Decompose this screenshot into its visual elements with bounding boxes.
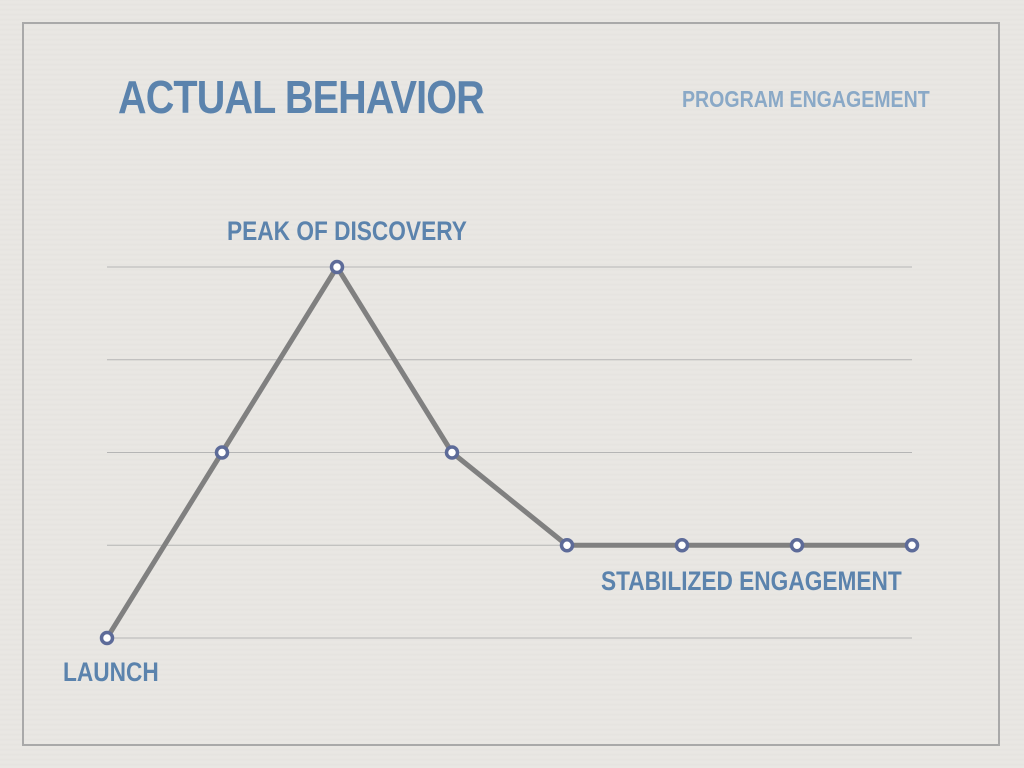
series-polyline <box>104 264 912 640</box>
slide-subtitle: PROGRAM ENGAGEMENT <box>682 86 930 112</box>
annotation-launch: LAUNCH <box>63 657 159 687</box>
series-line <box>104 264 912 640</box>
data-point-marker <box>444 445 460 460</box>
data-point-marker <box>99 630 115 646</box>
slide-frame <box>22 22 1000 746</box>
data-point-marker <box>559 538 575 553</box>
annotation-stabilized-engagement: STABILIZED ENGAGEMENT <box>601 566 902 596</box>
data-markers <box>99 259 920 646</box>
data-point-marker <box>904 538 920 553</box>
data-point-marker <box>214 445 230 460</box>
data-point-marker <box>674 538 690 553</box>
annotation-peak-of-discovery: PEAK OF DISCOVERY <box>227 216 467 246</box>
data-point-marker <box>789 538 805 553</box>
slide-title: ACTUAL BEHAVIOR <box>118 71 485 123</box>
data-point-marker <box>329 259 345 275</box>
